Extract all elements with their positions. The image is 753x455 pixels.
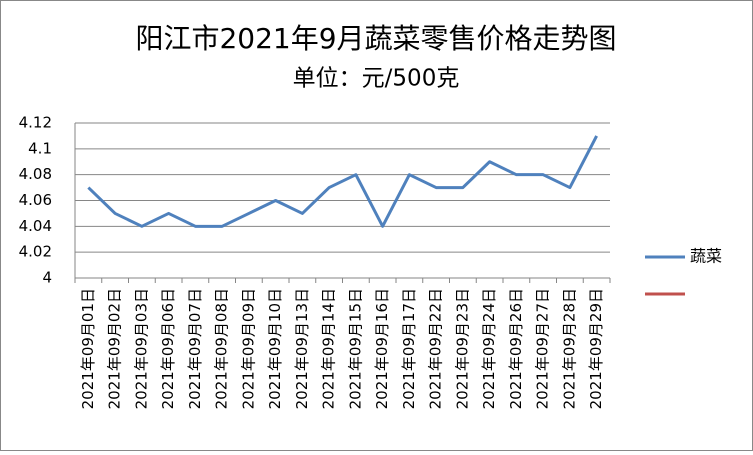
x-tick-label: 2021年09月13日 bbox=[293, 288, 311, 409]
x-tick-label: 2021年09月27日 bbox=[534, 288, 552, 409]
legend-label: 蔬菜 bbox=[690, 247, 722, 266]
x-tick-label: 2021年09月15日 bbox=[346, 288, 364, 409]
x-tick-label: 2021年09月08日 bbox=[213, 288, 231, 409]
x-tick-label: 2021年09月06日 bbox=[159, 288, 177, 409]
x-tick-label: 2021年09月02日 bbox=[106, 288, 124, 409]
series-line bbox=[87, 135, 598, 228]
y-tick-label: 4.1 bbox=[28, 139, 52, 157]
x-tick-label: 2021年09月29日 bbox=[587, 288, 605, 409]
x-tick-label: 2021年09月17日 bbox=[400, 288, 418, 409]
x-tick-label: 2021年09月22日 bbox=[427, 288, 445, 409]
x-tick-label: 2021年09月07日 bbox=[186, 288, 204, 409]
y-tick-label: 4 bbox=[42, 269, 52, 287]
y-tick-label: 4.12 bbox=[19, 114, 52, 132]
x-tick-label: 2021年09月24日 bbox=[480, 288, 498, 409]
x-tick-label: 2021年09月14日 bbox=[320, 288, 338, 409]
x-tick-label: 2021年09月28日 bbox=[560, 288, 578, 409]
x-tick-label: 2021年09月10日 bbox=[266, 288, 284, 409]
chart-subtitle: 单位：元/500克 bbox=[293, 66, 460, 92]
x-tick-label: 2021年09月01日 bbox=[79, 288, 97, 409]
x-tick-label: 2021年09月23日 bbox=[453, 288, 471, 409]
x-tick-label: 2021年09月09日 bbox=[239, 288, 257, 409]
x-tick-label: 2021年09月03日 bbox=[132, 288, 150, 409]
y-tick-label: 4.06 bbox=[19, 191, 52, 209]
y-tick-label: 4.08 bbox=[19, 165, 52, 183]
x-tick-label: 2021年09月16日 bbox=[373, 288, 391, 409]
x-tick-label: 2021年09月26日 bbox=[507, 288, 525, 409]
chart-title: 阳江市2021年9月蔬菜零售价格走势图 bbox=[135, 22, 616, 55]
y-tick-label: 4.04 bbox=[19, 217, 52, 235]
y-tick-label: 4.02 bbox=[19, 243, 52, 261]
